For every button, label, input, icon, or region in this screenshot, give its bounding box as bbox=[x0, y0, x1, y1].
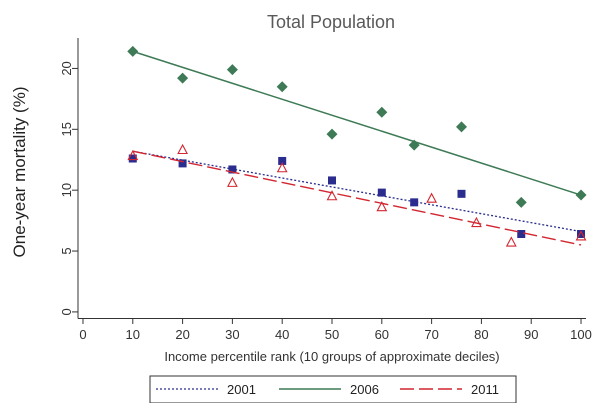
fit-line-2006 bbox=[132, 50, 582, 196]
y-tick-label: 10 bbox=[59, 183, 74, 197]
point-2006 bbox=[376, 106, 388, 118]
fit-line-2011 bbox=[132, 150, 582, 246]
point-2001 bbox=[410, 198, 419, 207]
point-2011 bbox=[376, 201, 388, 212]
x-tick-label: 20 bbox=[175, 327, 189, 342]
y-axis-title: One-year mortality (%) bbox=[10, 87, 29, 258]
x-tick-label: 60 bbox=[375, 327, 389, 342]
point-2011 bbox=[471, 216, 482, 228]
x-tick-label: 80 bbox=[474, 327, 488, 342]
point-2001 bbox=[577, 230, 586, 238]
legend-label-2001: 2001 bbox=[227, 382, 256, 397]
point-2006 bbox=[575, 189, 587, 201]
point-2001 bbox=[457, 189, 466, 198]
point-2001 bbox=[328, 176, 336, 185]
axes: 0 10 20 30 40 50 60 70 80 90 100 0 5 10 15 20 bbox=[59, 38, 592, 342]
y-tick-label: 0 bbox=[59, 308, 74, 315]
x-tick-label: 40 bbox=[275, 327, 289, 342]
x-tick-label: 30 bbox=[225, 327, 239, 342]
point-2001 bbox=[278, 156, 287, 165]
series-2001 bbox=[128, 150, 586, 238]
point-2006 bbox=[177, 72, 189, 84]
x-tick-label: 90 bbox=[524, 327, 538, 342]
legend-label-2006: 2006 bbox=[350, 382, 379, 397]
point-2011 bbox=[127, 149, 139, 161]
point-2006 bbox=[326, 128, 338, 140]
point-2011 bbox=[276, 162, 288, 173]
x-tick-label: 70 bbox=[424, 327, 438, 342]
plot-area bbox=[127, 45, 587, 247]
point-2011 bbox=[326, 190, 338, 201]
y-tick-label: 20 bbox=[59, 61, 74, 75]
point-2011 bbox=[226, 176, 238, 187]
x-tick-label: 10 bbox=[126, 327, 140, 342]
point-2011 bbox=[575, 230, 587, 241]
x-axis-title: Income percentile rank (10 groups of app… bbox=[164, 349, 499, 364]
y-tick-label: 15 bbox=[59, 122, 74, 136]
x-tick-label: 0 bbox=[79, 327, 86, 342]
point-2006 bbox=[408, 139, 420, 151]
point-2001 bbox=[517, 230, 526, 238]
legend-label-2011: 2011 bbox=[471, 382, 499, 397]
point-2006 bbox=[455, 121, 467, 133]
point-2006 bbox=[127, 45, 139, 57]
point-2001 bbox=[228, 165, 237, 174]
x-tick-label: 100 bbox=[570, 327, 592, 342]
point-2006 bbox=[276, 81, 288, 93]
point-2006 bbox=[226, 64, 238, 76]
point-2006 bbox=[515, 196, 527, 208]
point-2001 bbox=[128, 154, 137, 163]
fit-line-2001 bbox=[132, 150, 582, 233]
point-2011 bbox=[426, 192, 438, 203]
x-tick-label: 50 bbox=[325, 327, 339, 342]
y-tick-label: 5 bbox=[59, 247, 74, 254]
point-2011 bbox=[505, 236, 517, 247]
point-2001 bbox=[377, 188, 386, 197]
point-2011 bbox=[177, 143, 189, 155]
series-2011 bbox=[127, 143, 587, 247]
series-2006 bbox=[127, 45, 587, 208]
point-2001 bbox=[178, 159, 187, 168]
legend: 2001 2006 2011 bbox=[149, 375, 517, 403]
chart-title: Total Population bbox=[267, 12, 395, 32]
